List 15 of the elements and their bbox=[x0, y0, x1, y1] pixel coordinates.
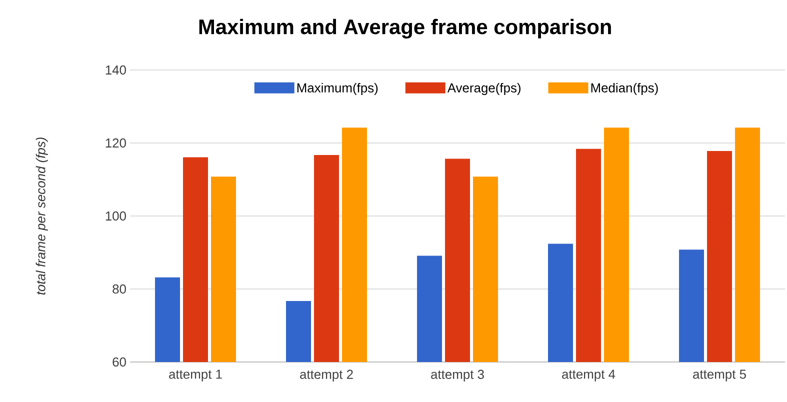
y-tick-label: 60 bbox=[112, 357, 126, 367]
x-tick-label: attempt 4 bbox=[562, 370, 616, 382]
chart-title: Maximum and Average frame comparison bbox=[199, 18, 611, 39]
legend-label: Maximum(fps) bbox=[297, 82, 378, 96]
x-tick-label: attempt 5 bbox=[693, 370, 746, 382]
y-axis-title: total frame per second (fps) bbox=[36, 138, 48, 295]
legend-label: Median(fps) bbox=[591, 82, 658, 96]
x-tick-label: attempt 2 bbox=[300, 370, 353, 382]
x-tick-label: attempt 3 bbox=[431, 370, 484, 382]
legend-label: Average(fps) bbox=[447, 82, 520, 96]
y-tick-label: 140 bbox=[106, 65, 126, 75]
y-tick-label: 80 bbox=[112, 284, 126, 294]
y-tick-label: 120 bbox=[106, 138, 126, 148]
y-tick-label: 100 bbox=[106, 211, 126, 221]
x-tick-label: attempt 1 bbox=[169, 370, 222, 382]
